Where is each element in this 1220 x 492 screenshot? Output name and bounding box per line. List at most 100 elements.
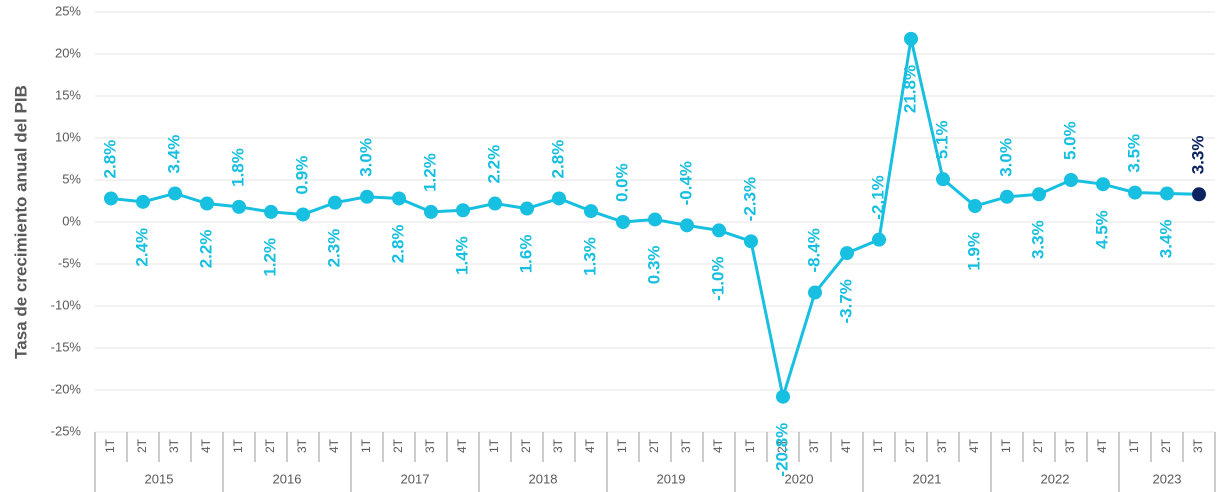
y-tick-label: 20% [55, 45, 81, 60]
data-label: 2.8% [100, 140, 119, 179]
x-tick-label: 3T [423, 438, 437, 453]
y-tick-label: -10% [51, 297, 82, 312]
x-tick-label: 3T [1191, 438, 1205, 453]
x-tick-label: 2T [775, 438, 789, 453]
year-label: 2016 [273, 471, 302, 486]
x-tick-label: 3T [935, 438, 949, 453]
point [424, 204, 438, 219]
point [328, 195, 342, 210]
point [808, 285, 822, 300]
x-tick-label: 3T [679, 438, 693, 453]
x-tick-label: 1T [359, 438, 373, 453]
year-label: 2022 [1041, 471, 1070, 486]
point [488, 196, 502, 211]
year-label: 2015 [145, 471, 174, 486]
point [552, 191, 566, 206]
data-label: 2.2% [196, 230, 215, 269]
point [392, 191, 406, 206]
point [840, 246, 854, 261]
x-tick-label: 3T [551, 438, 565, 453]
data-label: 3.0% [996, 138, 1015, 177]
x-tick-label: 1T [999, 438, 1013, 453]
year-label: 2020 [785, 471, 814, 486]
data-label: 3.5% [1124, 134, 1143, 173]
x-tick-label: 2T [1159, 438, 1173, 453]
x-tick-label: 2T [903, 438, 917, 453]
data-label: -8.4% [804, 228, 823, 272]
point [1064, 173, 1078, 187]
data-label: 1.4% [452, 236, 471, 275]
data-label: 5.1% [932, 120, 951, 159]
x-tick-label: 1T [1127, 438, 1141, 453]
point [680, 218, 694, 233]
point [968, 199, 982, 214]
data-label: 3.0% [356, 138, 375, 177]
data-label: 2.3% [324, 229, 343, 268]
point [872, 232, 886, 247]
point [520, 201, 534, 216]
point [1192, 187, 1206, 202]
x-tick-label: 4T [1095, 438, 1109, 453]
x-tick-label: 1T [743, 438, 757, 453]
y-tick-label: 25% [55, 3, 81, 18]
y-tick-label: 15% [55, 87, 81, 102]
point [200, 196, 214, 211]
point [1096, 177, 1110, 192]
x-tick-label: 4T [583, 438, 597, 453]
data-label: -0.4% [676, 161, 695, 205]
point [168, 186, 182, 201]
data-label: 3.3% [1188, 136, 1207, 175]
data-label: 1.2% [420, 153, 439, 192]
year-label: 2019 [657, 471, 686, 486]
point [1000, 189, 1014, 204]
y-tick-label: -15% [51, 339, 82, 354]
point [1128, 185, 1142, 200]
data-label: 2.8% [548, 140, 567, 179]
data-label: 2.8% [388, 224, 407, 263]
point [456, 203, 470, 218]
point [584, 204, 598, 219]
y-tick-label: -25% [51, 423, 82, 438]
data-label: 4.5% [1092, 210, 1111, 249]
x-tick-label: 1T [615, 438, 629, 453]
year-label: 2017 [401, 471, 430, 486]
point [264, 204, 278, 219]
data-label: 1.6% [516, 235, 535, 274]
x-tick-label: 2T [647, 438, 661, 453]
point [712, 223, 726, 238]
data-label: 2.4% [132, 228, 151, 267]
data-label: 0.0% [612, 163, 631, 202]
y-tick-label: 10% [55, 129, 81, 144]
data-label: 5.0% [1060, 121, 1079, 160]
data-label: -1.0% [708, 256, 727, 300]
x-tick-label: 2T [263, 438, 277, 453]
point [296, 207, 310, 222]
data-label: 3.4% [164, 135, 183, 174]
y-axis-label: Tasa de crecimiento anual del PIB [11, 85, 30, 359]
point [616, 215, 630, 229]
point [1032, 187, 1046, 202]
x-tick-label: 4T [839, 438, 853, 453]
x-tick-label: 4T [967, 438, 981, 453]
point [104, 191, 118, 206]
data-label: 1.9% [964, 232, 983, 271]
point [904, 31, 918, 46]
x-tick-label: 1T [231, 438, 245, 453]
point [936, 172, 950, 187]
x-tick-label: 1T [487, 438, 501, 453]
x-tick-label: 4T [199, 438, 213, 453]
point [776, 389, 790, 404]
x-tick-label: 2T [391, 438, 405, 453]
x-tick-label: 4T [327, 438, 341, 453]
x-tick-label: 3T [167, 438, 181, 453]
year-label: 2021 [913, 471, 942, 486]
x-tick-label: 4T [455, 438, 469, 453]
data-label: 3.3% [1028, 220, 1047, 259]
y-tick-label: 5% [62, 171, 81, 186]
x-tick-label: 1T [103, 438, 117, 453]
data-label: 0.9% [292, 156, 311, 195]
x-tick-label: 2T [1031, 438, 1045, 453]
data-label: 3.4% [1156, 219, 1175, 258]
point [136, 194, 150, 209]
x-tick-label: 2T [135, 438, 149, 453]
